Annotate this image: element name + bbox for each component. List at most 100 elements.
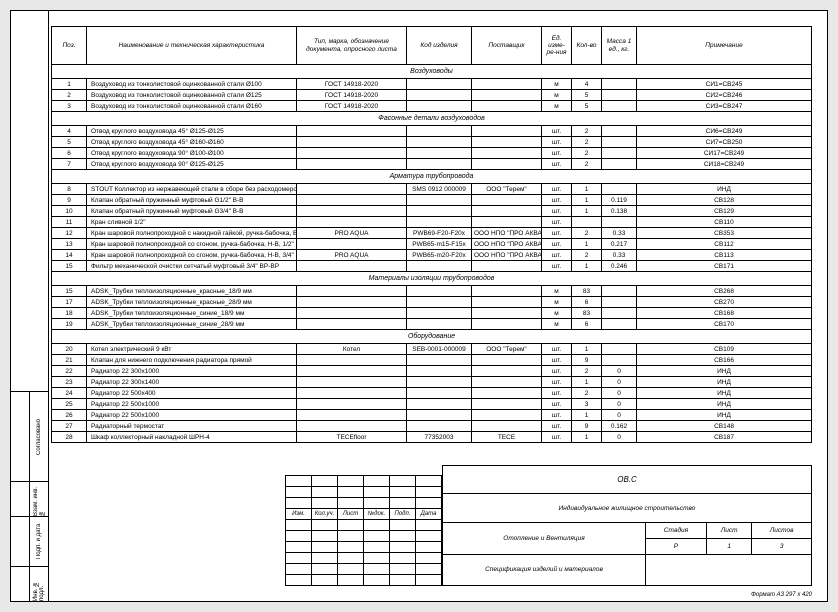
cell-pos: 26: [52, 410, 87, 421]
revision-table: Изм.Кол.уч.Лист№док.Подп.Дата: [285, 465, 442, 587]
cell-unit: шт.: [542, 217, 572, 228]
cell-name: ADSK_Трубки теплоизоляционные_синие_28/9…: [87, 319, 297, 330]
cell-note: СВ168: [637, 308, 812, 319]
cell-qty: [572, 217, 602, 228]
rev-header-cell: №док.: [364, 509, 390, 520]
cell-mass: [602, 90, 637, 101]
h-qty: Кол-во: [572, 27, 602, 65]
cell-pos: 18: [52, 308, 87, 319]
cell-note: СВ113: [637, 250, 812, 261]
cell-qty: 2: [572, 148, 602, 159]
cell-supplier: ООО "Терем": [472, 184, 542, 195]
rev-header-cell: Дата: [416, 509, 442, 520]
cell-name: Кран сливной 1/2": [87, 217, 297, 228]
cell-code: [407, 159, 472, 170]
cell-mass: 0: [602, 377, 637, 388]
cell-mass: 0.119: [602, 195, 637, 206]
cell-unit: шт.: [542, 366, 572, 377]
cell-code: [407, 101, 472, 112]
cell-mass: [602, 79, 637, 90]
cell-note: СИ7=СВ250: [637, 137, 812, 148]
cell-note: СВ353: [637, 228, 812, 239]
cell-name: Радиатор 22 300x1000: [87, 366, 297, 377]
table-row: 22Радиатор 22 300x1000шт.20ИНД: [52, 366, 812, 377]
cell-supplier: [472, 90, 542, 101]
cell-code: [407, 126, 472, 137]
cell-mass: 0.246: [602, 261, 637, 272]
cell-code: [407, 286, 472, 297]
cell-name: Котел электрический 9 кВт: [87, 344, 297, 355]
cell-qty: 6: [572, 297, 602, 308]
cell-qty: 6: [572, 319, 602, 330]
cell-type: [297, 159, 407, 170]
cell-mass: [602, 319, 637, 330]
cell-note: СВ171: [637, 261, 812, 272]
stamp-sheets: 3: [752, 538, 812, 554]
cell-qty: 5: [572, 101, 602, 112]
cell-name: Радиатор 22 300x1400: [87, 377, 297, 388]
cell-supplier: ООО "Терем": [472, 344, 542, 355]
cell-mass: [602, 148, 637, 159]
cell-qty: 9: [572, 421, 602, 432]
cell-name: Кран шаровой полнопроходной с накидной г…: [87, 228, 297, 239]
cell-unit: м: [542, 308, 572, 319]
cell-note: СВ170: [637, 319, 812, 330]
cell-unit: шт.: [542, 432, 572, 443]
cell-mass: [602, 344, 637, 355]
cell-type: Котел: [297, 344, 407, 355]
table-row: 3Воздуховод из тонколистовой оцинкованно…: [52, 101, 812, 112]
cell-type: [297, 421, 407, 432]
cell-code: [407, 261, 472, 272]
cell-name: Клапан обратный пружинный муфтовый G1/2"…: [87, 195, 297, 206]
cell-unit: м: [542, 297, 572, 308]
cell-supplier: ООО НПО "ПРО АКВА": [472, 228, 542, 239]
side-inv1: Взам. инв. №: [30, 482, 48, 516]
cell-mass: 0.162: [602, 421, 637, 432]
table-row: 8STOUT Коллектор из нержавеющей стали в …: [52, 184, 812, 195]
cell-pos: 24: [52, 388, 87, 399]
cell-unit: шт.: [542, 159, 572, 170]
format-label: Формат А3 297 x 420: [751, 592, 812, 598]
cell-unit: м: [542, 90, 572, 101]
cell-supplier: [472, 308, 542, 319]
cell-unit: шт.: [542, 261, 572, 272]
cell-qty: 9: [572, 355, 602, 366]
cell-pos: 28: [52, 432, 87, 443]
stamp-sheets-label: Листов: [752, 523, 812, 539]
cell-name: Отвод круглого воздуховода 45° Ø125-Ø125: [87, 126, 297, 137]
h-pos: Поз.: [52, 27, 87, 65]
header-row: Поз. Наименование и техническая характер…: [52, 27, 812, 65]
cell-pos: 13: [52, 239, 87, 250]
cell-supplier: [472, 101, 542, 112]
cell-qty: 2: [572, 366, 602, 377]
table-row: 26Радиатор 22 500x1000шт.10ИНД: [52, 410, 812, 421]
cell-supplier: TECE: [472, 432, 542, 443]
cell-pos: 22: [52, 366, 87, 377]
cell-code: PWB65-m20-F20x: [407, 250, 472, 261]
cell-unit: м: [542, 101, 572, 112]
cell-mass: 0.33: [602, 250, 637, 261]
table-row: 25Радиатор 22 500x1000шт.30ИНД: [52, 399, 812, 410]
rev-header-cell: Лист: [338, 509, 364, 520]
cell-name: Фильтр механической очистки сетчатый муф…: [87, 261, 297, 272]
cell-note: СВ268: [637, 286, 812, 297]
cell-supplier: [472, 195, 542, 206]
table-row: 23Радиатор 22 300x1400шт.10ИНД: [52, 377, 812, 388]
cell-mass: [602, 355, 637, 366]
cell-unit: шт.: [542, 250, 572, 261]
cell-note: СИ3=СВ247: [637, 101, 812, 112]
section-title: Арматура трубопровода: [52, 170, 812, 184]
cell-name: Шкаф коллекторный накладной ШРН-4: [87, 432, 297, 443]
table-row: 15Фильтр механической очистки сетчатый м…: [52, 261, 812, 272]
cell-code: PWB69-F20-F20x: [407, 228, 472, 239]
cell-name: Радиатор 22 500x400: [87, 388, 297, 399]
section-title: Фасонные детали воздуховодов: [52, 112, 812, 126]
cell-unit: шт.: [542, 228, 572, 239]
section-title: Воздуховоды: [52, 65, 812, 79]
table-row: 19ADSK_Трубки теплоизоляционные_синие_28…: [52, 319, 812, 330]
table-row: 27Радиаторный термостатшт.90.162СВ148: [52, 421, 812, 432]
cell-qty: 2: [572, 250, 602, 261]
cell-qty: 1: [572, 195, 602, 206]
cell-code: [407, 206, 472, 217]
cell-pos: 2: [52, 90, 87, 101]
